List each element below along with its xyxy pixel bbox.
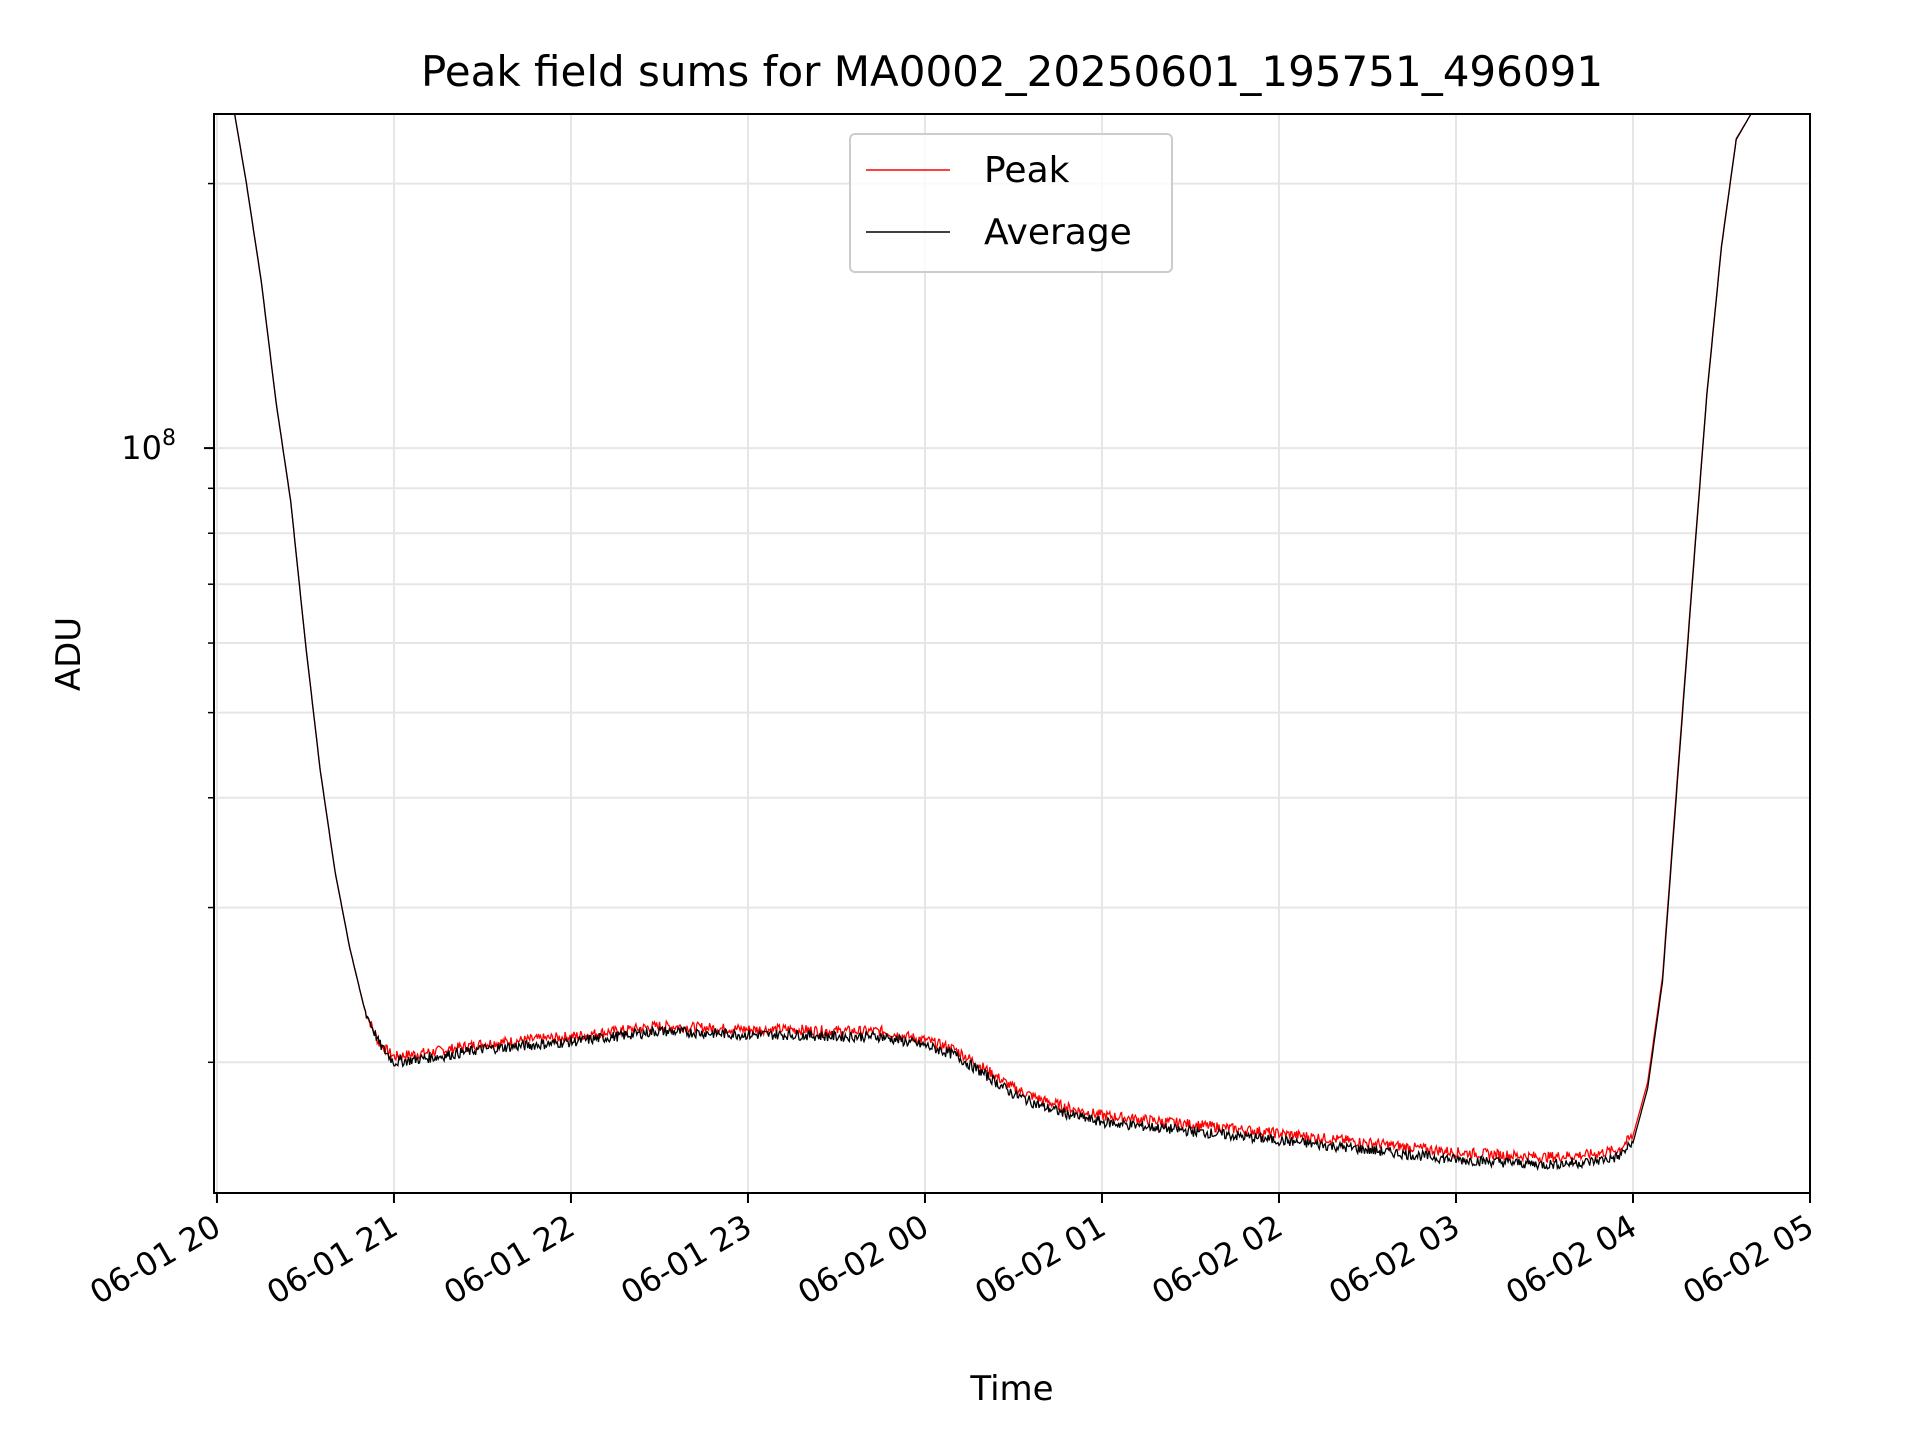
series-line-average xyxy=(234,113,1810,1172)
y-tick-label: 108 xyxy=(121,426,176,467)
y-tick-label-base: 10 xyxy=(121,429,162,467)
chart-title: Peak field sums for MA0002_20250601_1957… xyxy=(421,47,1603,96)
legend: Peak Average xyxy=(849,133,1173,273)
y-axis-label: ADU xyxy=(49,617,89,691)
legend-box xyxy=(849,133,1173,273)
legend-average-label: Average xyxy=(984,212,1132,253)
y-tick-label-exponent: 8 xyxy=(162,426,176,451)
series-layer xyxy=(234,113,1810,1172)
y-tick-label-group: 108 xyxy=(121,426,176,467)
plot-frame xyxy=(213,113,1811,1194)
legend-peak-label: Peak xyxy=(984,150,1070,191)
x-axis-label: Time xyxy=(969,1369,1053,1409)
